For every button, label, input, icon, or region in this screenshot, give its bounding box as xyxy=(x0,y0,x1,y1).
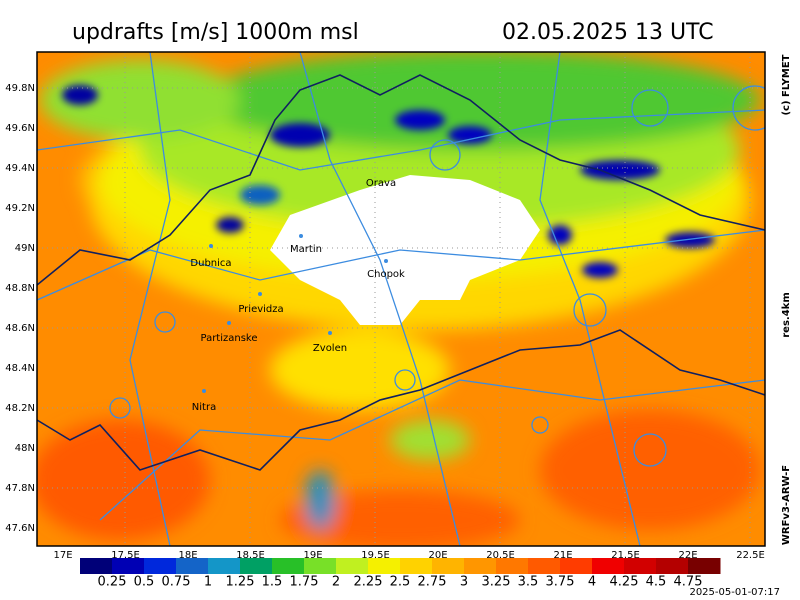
city-marker xyxy=(227,321,231,325)
colorbar-swatch xyxy=(592,558,625,574)
lat-label: 49.6N xyxy=(5,123,35,134)
lat-label: 47.8N xyxy=(5,483,35,494)
colorbar-label: 1 xyxy=(204,575,212,590)
colorbar-label: 4.75 xyxy=(674,575,703,590)
colorbar-label: 4.25 xyxy=(610,575,639,590)
field xyxy=(37,52,765,546)
lat-label: 49N xyxy=(15,243,35,254)
colorbar-label: 3.5 xyxy=(518,575,539,590)
colorbar-swatch xyxy=(688,558,721,574)
lat-label: 48.4N xyxy=(5,363,35,374)
lon-label: 22.5E xyxy=(736,550,765,561)
city-label: Prievidza xyxy=(238,304,283,315)
lat-label: 49.8N xyxy=(5,83,35,94)
colorbar-label: 3 xyxy=(460,575,468,590)
lon-label: 17.5E xyxy=(111,550,140,561)
colorbar-label: 1.25 xyxy=(226,575,255,590)
colorbar-label: 2.5 xyxy=(390,575,411,590)
colorbar-swatch xyxy=(560,558,593,574)
colorbar-swatch xyxy=(368,558,401,574)
city-marker xyxy=(299,234,303,238)
lon-label: 21.5E xyxy=(611,550,640,561)
city-marker xyxy=(328,331,332,335)
colorbar-swatch xyxy=(432,558,465,574)
updraft-cores xyxy=(62,85,715,278)
lat-label: 48N xyxy=(15,443,35,454)
colorbar-label: 2.75 xyxy=(418,575,447,590)
city-label: Nitra xyxy=(192,402,216,413)
colorbar-label: 4.5 xyxy=(646,575,667,590)
colorbar-swatch xyxy=(80,558,113,574)
colorbar-swatch xyxy=(464,558,497,574)
model: WRFv3-ARW-F xyxy=(781,465,792,545)
lon-label: 18.5E xyxy=(236,550,265,561)
colorbar-label: 0.5 xyxy=(134,575,155,590)
map-title: updrafts [m/s] 1000m msl xyxy=(72,20,359,45)
lat-label: 48.2N xyxy=(5,403,35,414)
lon-label: 20E xyxy=(428,550,447,561)
colorbar-label: 1.75 xyxy=(290,575,319,590)
lon-label: 19E xyxy=(303,550,322,561)
city-marker xyxy=(384,259,388,263)
colorbar-swatch xyxy=(144,558,177,574)
lon-label: 18E xyxy=(178,550,197,561)
city-marker xyxy=(258,292,262,296)
colorbar-label: 0.75 xyxy=(162,575,191,590)
city-label: Orava xyxy=(366,178,396,189)
colorbar-swatch xyxy=(656,558,689,574)
lat-label: 49.4N xyxy=(5,163,35,174)
colorbar-label: 3.25 xyxy=(482,575,511,590)
city-label: Partizanske xyxy=(200,333,257,344)
lat-label: 49.2N xyxy=(5,203,35,214)
colorbar-swatch xyxy=(528,558,561,574)
colorbar-swatch xyxy=(496,558,529,574)
map-frame xyxy=(36,51,766,547)
lon-label: 17E xyxy=(53,550,72,561)
colorbar-label: 2 xyxy=(332,575,340,590)
lon-label: 21E xyxy=(553,550,572,561)
lat-label: 48.6N xyxy=(5,323,35,334)
colorbar-label: 3.75 xyxy=(546,575,575,590)
run-time: 2025-05-01-07:17 xyxy=(689,587,780,598)
city-label: Zvolen xyxy=(313,343,347,354)
colorbar-label: 4 xyxy=(588,575,596,590)
colorbar-label: 0.25 xyxy=(98,575,127,590)
lon-label: 22E xyxy=(678,550,697,561)
colorbar-swatch xyxy=(400,558,433,574)
lon-label: 20.5E xyxy=(486,550,515,561)
resolution: res.4km xyxy=(781,292,792,338)
copyright: (c) FLYMET xyxy=(781,54,792,115)
colorbar-swatch xyxy=(208,558,241,574)
lon-label: 19.5E xyxy=(361,550,390,561)
colorbar-swatch xyxy=(304,558,337,574)
colorbar-swatch xyxy=(112,558,145,574)
valid-time: 02.05.2025 13 UTC xyxy=(502,20,714,45)
colorbar-label: 1.5 xyxy=(262,575,283,590)
city-marker xyxy=(202,389,206,393)
lat-label: 47.6N xyxy=(5,523,35,534)
colorbar-label: 2.25 xyxy=(354,575,383,590)
lat-label: 48.8N xyxy=(5,283,35,294)
city-label: Dubnica xyxy=(190,258,231,269)
city-marker xyxy=(209,244,213,248)
colorbar-swatch xyxy=(624,558,657,574)
colorbar-swatch xyxy=(272,558,305,574)
colorbar-swatch xyxy=(240,558,273,574)
city-label: Martin xyxy=(290,244,322,255)
colorbar-swatch xyxy=(176,558,209,574)
city-label: Chopok xyxy=(367,269,405,280)
country-borders xyxy=(37,74,765,471)
colorbar-swatch xyxy=(336,558,369,574)
